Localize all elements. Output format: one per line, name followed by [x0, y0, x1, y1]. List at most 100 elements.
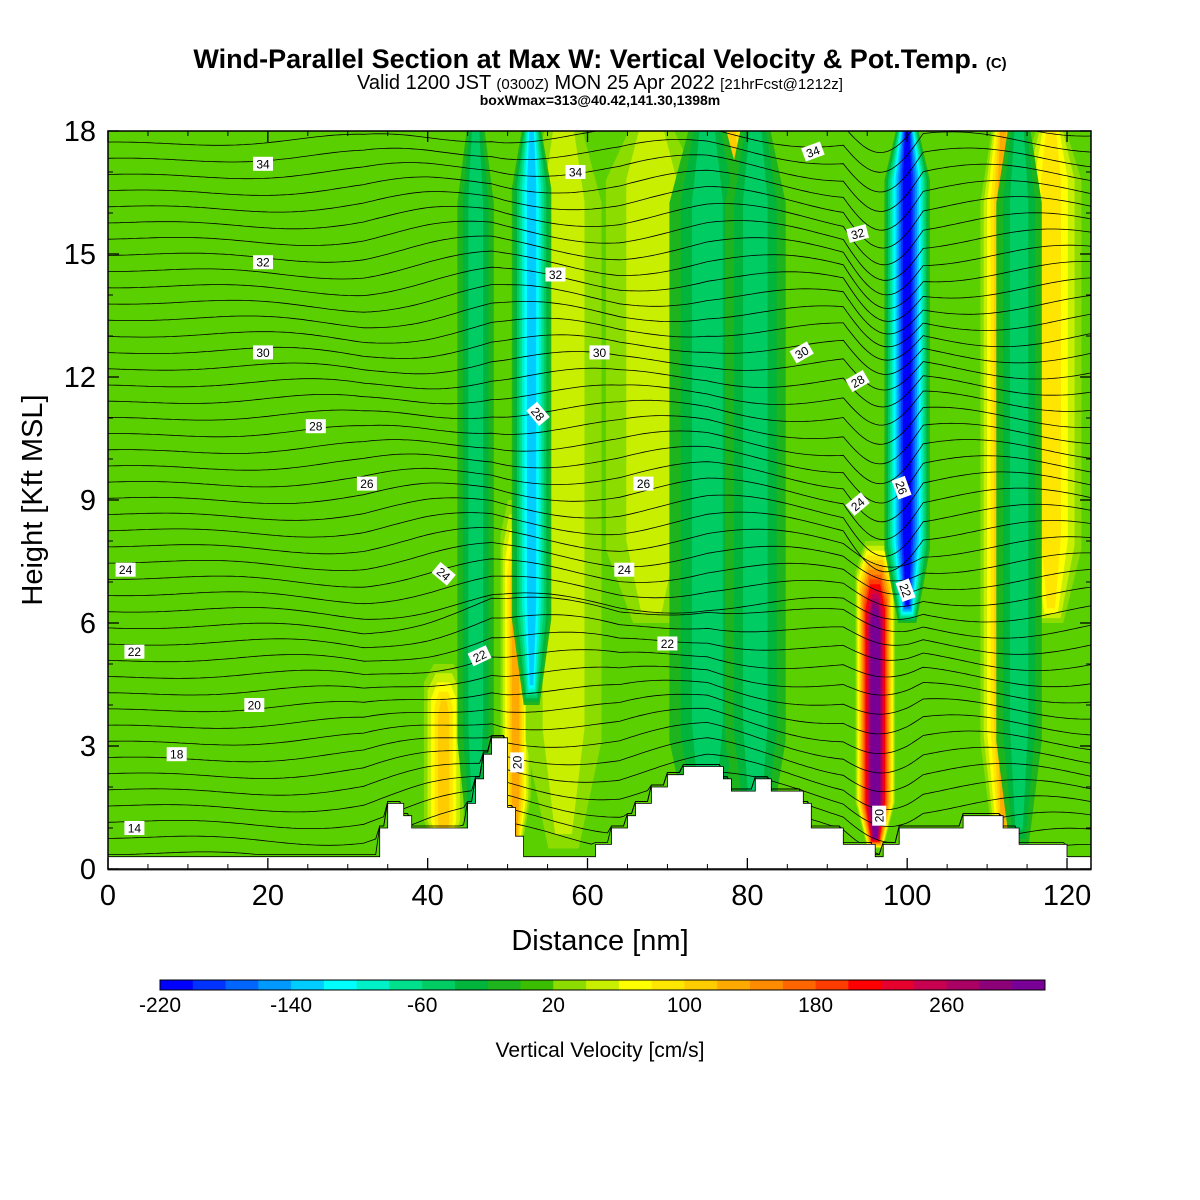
colorbar-swatch — [291, 980, 325, 990]
contour-label: 32 — [545, 267, 566, 282]
colorbar-tick-label: 100 — [667, 994, 702, 1017]
contour-label: 30 — [789, 341, 814, 364]
colorbar-swatch — [815, 980, 849, 990]
contour-label-text: 20 — [248, 699, 262, 713]
theta-contour-line — [108, 220, 1091, 281]
contour-label-text: 28 — [309, 420, 323, 434]
contour-label-box — [545, 267, 566, 282]
theta-contour-line — [108, 169, 1091, 231]
contour-label-text: 20 — [873, 809, 887, 823]
contour-label-text: 22 — [661, 637, 675, 651]
contour-label: 28 — [305, 419, 326, 434]
colorbar-swatch — [913, 980, 948, 990]
contour-label-box — [253, 255, 273, 270]
contour-label-box — [789, 341, 814, 364]
forecast-info: [21hrFcst@1212z] — [720, 76, 843, 93]
downdraft-cell-level — [692, 131, 723, 830]
box-max-info: boxWmax=313@40.42,141.30,1398m — [479, 92, 721, 108]
contour-label: 22 — [657, 636, 678, 651]
contour-label-box — [801, 141, 825, 162]
contour-label: 34 — [565, 165, 586, 180]
contour-label-box — [244, 698, 265, 712]
theta-contour-line — [108, 693, 1091, 736]
contour-label: 22 — [895, 578, 916, 602]
y-tick-label: 18 — [64, 116, 96, 148]
colorbar-swatch — [553, 980, 587, 990]
colorbar-swatch — [160, 980, 194, 990]
contour-label-text: 26 — [637, 477, 651, 491]
colorbar-swatch — [258, 980, 292, 990]
colorbar-tick-label: -60 — [407, 994, 437, 1017]
contour-label-text: 20 — [511, 755, 525, 769]
x-tick-label: 20 — [252, 880, 284, 912]
contour-label: 30 — [589, 345, 610, 360]
contour-label-text: 28 — [849, 372, 868, 391]
colorbar-swatch — [618, 980, 653, 990]
theta-contour-line — [108, 614, 1091, 655]
colorbar-swatch — [684, 980, 718, 990]
colorbar-swatch — [586, 980, 620, 990]
downdraft-cell-level — [1009, 131, 1029, 830]
contour-label-box — [305, 419, 326, 434]
contour-label-box — [589, 345, 610, 360]
contour-label-text: 22 — [471, 647, 489, 665]
theta-contour-line — [108, 445, 1091, 504]
contour-label-text: 22 — [128, 645, 142, 659]
contour-labels: 14 18 20 20 20 22 22 22 22 24 24 24 24 26 26 26 28 28 28 30… — [115, 141, 916, 836]
contour-label: 32 — [253, 255, 273, 270]
y-tick-label: 12 — [64, 362, 96, 394]
theta-contour-line — [108, 665, 1091, 704]
theta-contour-line — [108, 250, 1091, 309]
theta-contour-line — [108, 186, 1091, 249]
contour-label-box — [845, 492, 870, 516]
valid-date: MON 25 Apr 2022 — [554, 72, 715, 94]
theta-contours — [108, 131, 1091, 855]
colorbar-swatch — [422, 980, 456, 990]
contour-label: 34 — [801, 141, 825, 162]
theta-contour-line — [108, 596, 1091, 639]
theta-contour-line — [108, 266, 1091, 322]
contour-label: 20 — [244, 698, 265, 713]
velocity-field — [108, 131, 1091, 869]
valid-utc: (0300Z) — [496, 76, 549, 93]
colorbar-swatch — [455, 980, 489, 990]
contour-label: 28 — [845, 370, 870, 393]
contour-label: 30 — [253, 345, 273, 360]
colorbar-swatch — [651, 980, 685, 990]
contour-label-text: 32 — [849, 225, 866, 242]
contour-label: 22 — [467, 645, 492, 667]
y-tick-label: 15 — [64, 239, 96, 271]
theta-contour-line — [108, 511, 1091, 573]
contour-label-box — [614, 562, 635, 577]
colorbar-swatch — [356, 980, 390, 990]
x-tick-label: 80 — [731, 880, 763, 912]
updraft-cell-level — [1041, 131, 1061, 609]
theta-contour-line — [108, 203, 1091, 266]
theta-contour-line — [108, 722, 1091, 774]
theta-contour-line — [108, 558, 1091, 595]
theta-contour-line — [108, 367, 1091, 408]
title-text: Wind-Parallel Section at Max W: Vertical… — [193, 44, 979, 74]
y-tick-label: 3 — [80, 731, 96, 763]
colorbar-swatch — [487, 980, 521, 990]
contour-label-text: 30 — [256, 346, 270, 360]
contour-label-text: 34 — [569, 166, 583, 180]
contour-label-box — [657, 636, 678, 651]
theta-contour-line — [108, 735, 1091, 811]
valid-time: Valid 1200 JST — [357, 72, 491, 94]
x-tick-label: 0 — [100, 880, 116, 912]
contour-label-box — [253, 156, 273, 171]
contour-label-box — [526, 401, 550, 427]
contour-label-text: 34 — [804, 143, 822, 161]
theta-contour-line — [108, 301, 1091, 348]
terrain-mask — [107, 737, 1092, 871]
contour-label-text: 18 — [170, 748, 184, 762]
x-tick-label: 60 — [571, 880, 603, 912]
x-tick-label: 40 — [412, 880, 444, 912]
theta-contour-line — [108, 384, 1091, 426]
theta-contour-line — [108, 575, 1091, 608]
contour-label-box — [431, 562, 456, 586]
colorbar-swatch — [946, 980, 980, 990]
